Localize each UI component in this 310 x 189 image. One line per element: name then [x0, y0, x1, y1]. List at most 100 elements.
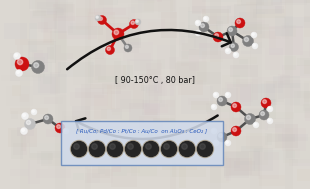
Bar [246, 133, 283, 149]
Circle shape [244, 37, 249, 42]
Bar [304, 60, 310, 74]
Circle shape [26, 120, 31, 125]
Bar [139, 123, 158, 139]
Bar [33, 10, 46, 16]
Circle shape [20, 128, 28, 135]
Bar [239, 12, 265, 38]
Bar [92, 166, 110, 177]
Circle shape [162, 142, 176, 156]
Bar [281, 26, 296, 37]
Bar [306, 0, 310, 3]
FancyArrowPatch shape [76, 115, 218, 139]
Bar [51, 31, 67, 60]
Circle shape [143, 140, 160, 157]
Circle shape [110, 144, 115, 149]
Bar [144, 1, 175, 11]
Bar [216, 21, 223, 31]
Circle shape [253, 122, 259, 128]
Bar [292, 159, 310, 166]
Bar [243, 27, 281, 39]
Bar [169, 57, 206, 86]
Bar [275, 124, 298, 148]
Circle shape [15, 57, 29, 71]
Bar [289, 159, 298, 166]
Bar [73, 173, 84, 180]
Bar [29, 23, 38, 52]
Bar [94, 8, 126, 15]
Bar [299, 51, 310, 76]
Bar [60, 53, 73, 60]
Bar [229, 109, 265, 129]
Circle shape [15, 54, 17, 56]
Bar [221, 88, 238, 105]
Bar [35, 0, 73, 13]
Circle shape [32, 60, 45, 74]
Bar [233, 59, 248, 87]
Bar [127, 135, 152, 148]
Circle shape [233, 52, 239, 58]
Bar [81, 84, 112, 110]
Circle shape [214, 93, 216, 95]
Bar [269, 112, 294, 119]
Bar [140, 116, 169, 143]
Bar [188, 25, 218, 55]
Bar [117, 0, 147, 2]
Bar [142, 74, 152, 81]
Bar [234, 160, 255, 170]
Bar [70, 23, 89, 29]
Bar [30, 153, 53, 160]
Circle shape [22, 129, 24, 131]
Circle shape [234, 53, 236, 55]
Bar [98, 0, 113, 9]
Bar [32, 50, 43, 78]
Circle shape [229, 28, 232, 32]
Circle shape [195, 30, 201, 36]
Circle shape [164, 144, 169, 149]
Bar [157, 0, 162, 2]
Bar [106, 23, 139, 53]
Bar [138, 0, 172, 12]
Circle shape [128, 144, 133, 149]
Bar [105, 152, 127, 176]
FancyBboxPatch shape [61, 121, 223, 165]
Circle shape [161, 140, 178, 157]
Circle shape [225, 48, 231, 54]
Bar [175, 63, 197, 81]
Bar [116, 82, 144, 108]
Circle shape [114, 30, 119, 35]
Bar [21, 135, 26, 151]
Bar [86, 9, 105, 27]
Circle shape [105, 46, 114, 54]
Bar [241, 0, 264, 5]
Circle shape [233, 128, 237, 132]
Bar [11, 130, 23, 159]
Bar [99, 161, 104, 174]
Bar [270, 53, 280, 75]
Bar [224, 153, 250, 178]
Bar [181, 51, 189, 66]
Bar [267, 122, 284, 129]
Bar [138, 164, 177, 177]
Bar [309, 42, 310, 57]
Bar [58, 62, 94, 77]
Bar [141, 85, 157, 91]
Circle shape [226, 141, 228, 143]
Circle shape [212, 105, 214, 107]
Bar [38, 74, 67, 93]
Bar [154, 76, 159, 101]
Bar [237, 0, 273, 6]
Bar [148, 22, 185, 45]
Circle shape [197, 142, 212, 156]
Circle shape [245, 114, 255, 125]
Bar [280, 0, 310, 3]
Bar [206, 158, 240, 168]
Bar [135, 112, 158, 128]
Bar [256, 0, 282, 14]
Bar [266, 99, 276, 119]
Circle shape [231, 126, 241, 136]
Circle shape [254, 123, 256, 125]
Bar [192, 132, 224, 158]
Bar [95, 64, 100, 76]
Bar [172, 144, 186, 150]
Bar [88, 126, 124, 132]
